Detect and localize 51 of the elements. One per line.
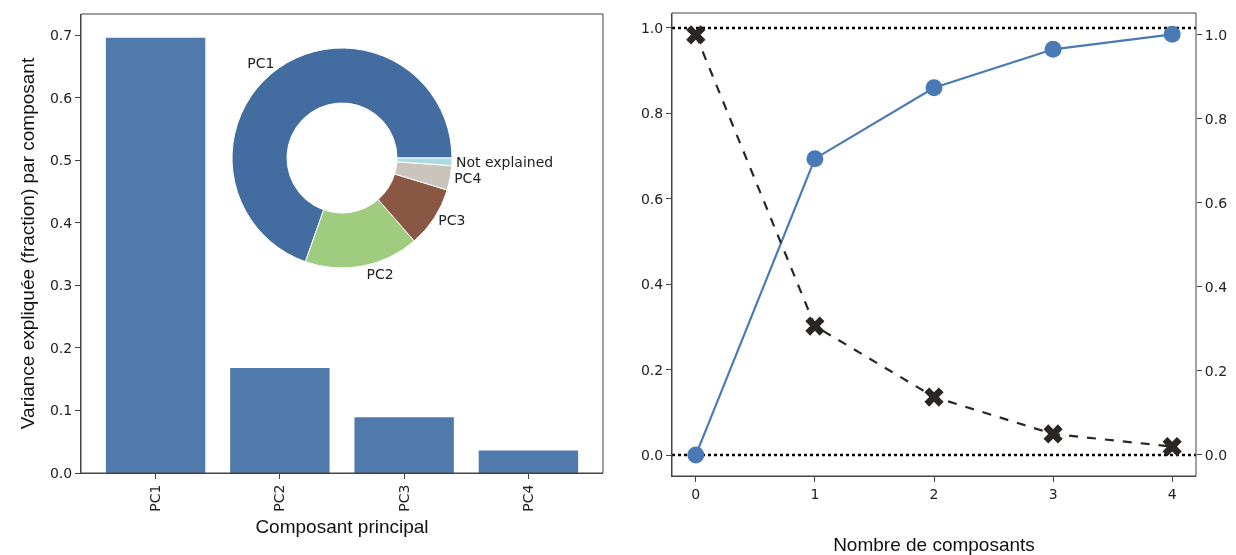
y-tick-label: 0.2 [640,361,664,378]
x-tick-label: PC3 [395,484,412,512]
bar [230,367,330,473]
y2-tick-label: 1.0 [1204,26,1228,43]
point [686,25,706,45]
slice-label: PC3 [438,212,466,229]
y2-tick-label: 0.8 [1204,110,1228,127]
y2-tick-label: 0.2 [1204,362,1228,379]
x-axis-title: Nombre de composants [833,534,1035,555]
y-tick-label: 0.3 [49,277,73,294]
y-tick-label: 0.5 [49,152,73,169]
point [805,316,825,336]
slice-label: PC2 [366,265,394,282]
x-tick-label: 3 [1048,485,1058,502]
y-tick-label: 0.6 [49,89,73,106]
y-tick-label: 0.7 [49,27,73,44]
x-axis-title: Composant principal [255,515,429,537]
bar [354,417,454,473]
x-tick-label: 4 [1167,485,1177,502]
y-tick-label: 0.2 [49,339,73,356]
y2-tick-label: 0.4 [1204,278,1228,295]
y-tick-label: 1.0 [640,19,664,36]
x-tick-label: 1 [810,485,820,502]
y-tick-label: 0.8 [640,105,664,122]
slice-label: PC4 [454,170,482,187]
bar [105,37,206,473]
x-tick-label: 0 [691,485,701,502]
point [687,446,705,464]
x-tick-label: PC2 [271,484,288,512]
slice-label: Not explained [455,153,554,170]
point [1162,436,1182,457]
y-tick-label: 0.4 [640,276,664,293]
x-tick-label: 2 [929,485,939,502]
point [1163,25,1181,43]
y-axis-title: Variance expliquée (fraction) par composant [16,57,38,430]
x-tick-label: PC4 [519,484,536,512]
y-tick-label: 0.1 [49,402,73,419]
point [924,387,944,407]
y2-tick-label: 0.6 [1204,194,1228,211]
y-tick-label: 0.4 [49,214,73,231]
slice-label: PC1 [247,54,275,71]
x-tick-label: PC1 [147,484,164,512]
point [1044,40,1062,58]
y-tick-label: 0.6 [640,190,664,207]
y2-tick-label: 0.0 [1204,446,1228,463]
y-tick-label: 0.0 [49,464,73,481]
point [1043,424,1063,444]
point [925,79,943,97]
bar [478,450,579,473]
y-tick-label: 0.0 [640,446,664,463]
point [806,150,824,168]
